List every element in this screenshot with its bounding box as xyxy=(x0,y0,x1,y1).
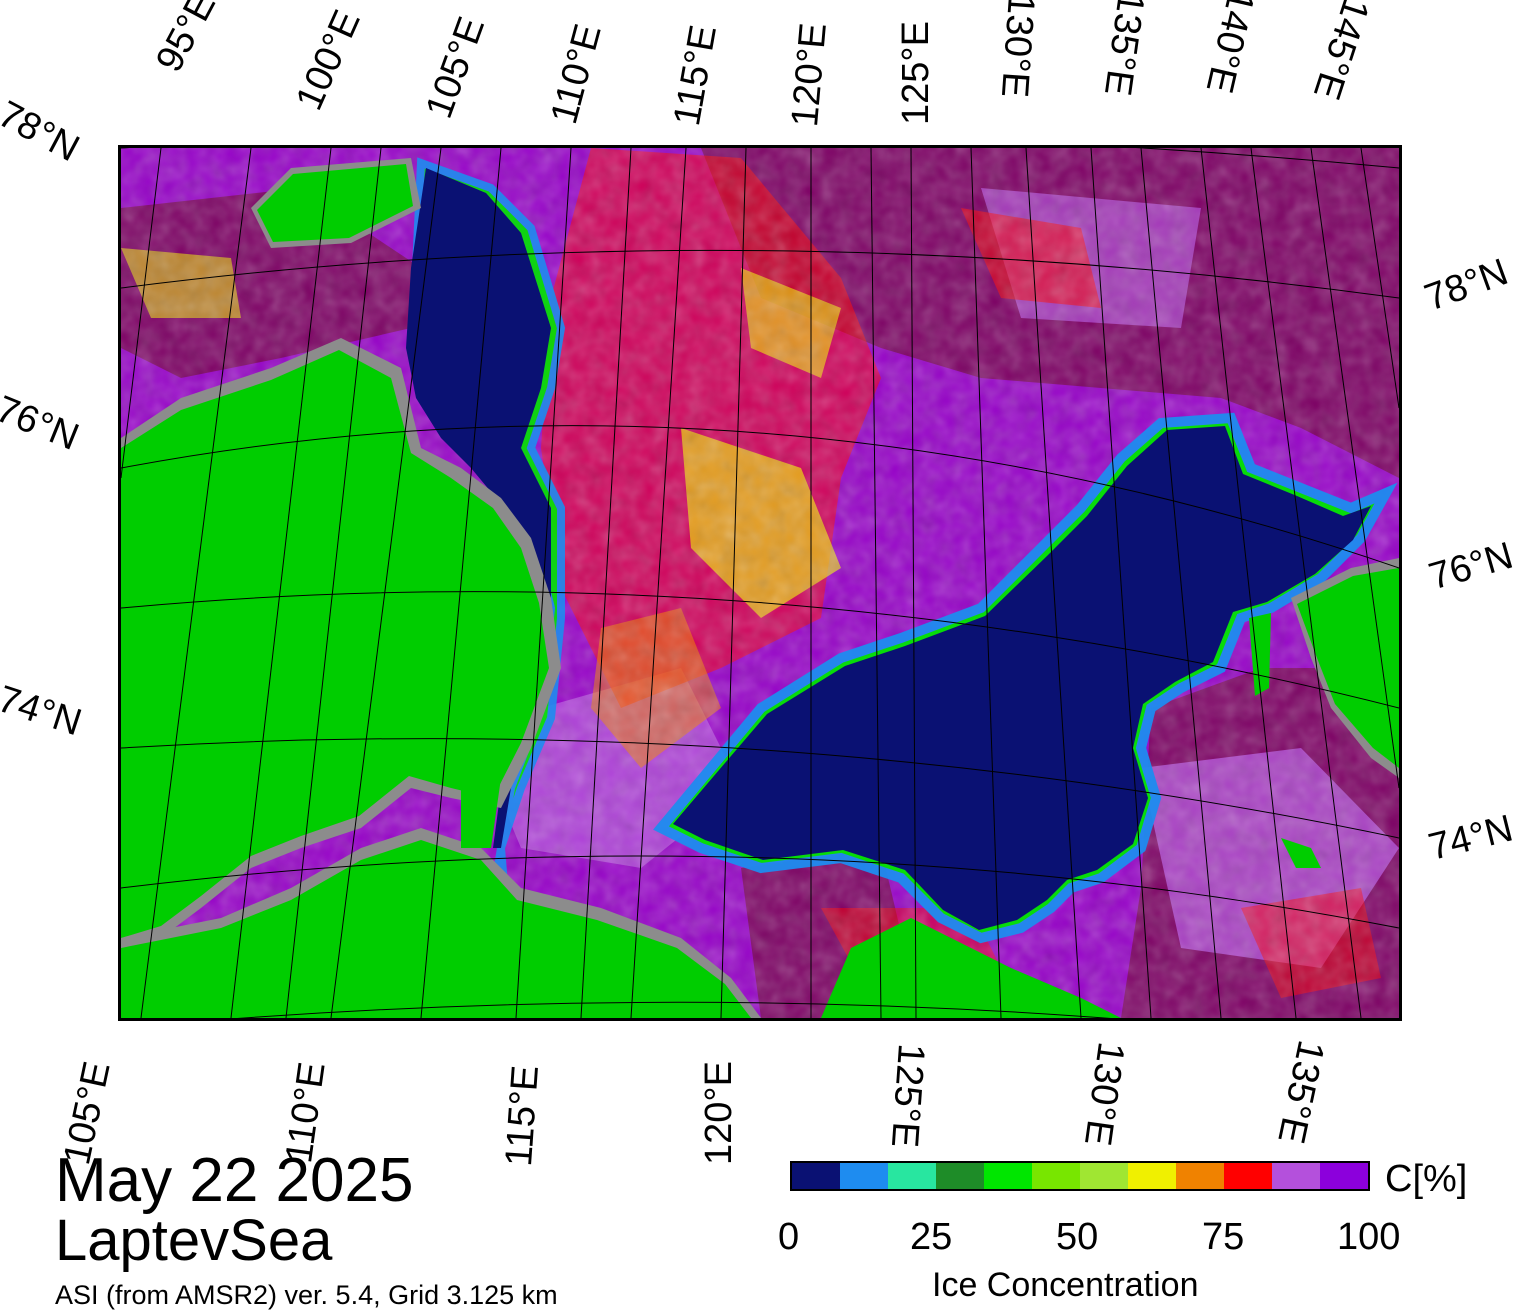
right-lat-label: 78°N xyxy=(1419,251,1514,320)
map-region: LaptevSea xyxy=(55,1208,333,1273)
polynya-east xyxy=(653,412,1398,944)
colorbar-segment xyxy=(888,1163,936,1189)
colorbar xyxy=(790,1161,1370,1191)
colorbar-tick: 0 xyxy=(778,1216,800,1258)
top-lon-label: 95°E xyxy=(148,0,225,79)
colorbar-unit: C[%] xyxy=(1385,1158,1468,1200)
colorbar-title: Ice Concentration xyxy=(932,1266,1199,1304)
top-lon-label: 140°E xyxy=(1197,0,1262,97)
left-lat-label: 74°N xyxy=(0,678,87,745)
graticule xyxy=(121,148,1399,1018)
bottom-lon-label: 115°E xyxy=(498,1063,547,1168)
data-source: ASI (from AMSR2) ver. 5.4, Grid 3.125 km xyxy=(55,1280,558,1310)
left-lat-label: 76°N xyxy=(0,388,85,459)
colorbar-segment xyxy=(1224,1163,1272,1189)
right-lat-label: 76°N xyxy=(1424,534,1518,599)
top-lon-label: 145°E xyxy=(1304,0,1377,105)
colorbar-segment xyxy=(1272,1163,1320,1189)
colorbar-segment xyxy=(1176,1163,1224,1189)
left-lat-label: 78°N xyxy=(0,93,86,171)
colorbar-segment xyxy=(984,1163,1032,1189)
colorbar-segment xyxy=(936,1163,984,1189)
bottom-lon-label: 135°E xyxy=(1269,1036,1332,1148)
colorbar-tick: 50 xyxy=(1056,1216,1099,1258)
colorbar-segment xyxy=(1128,1163,1176,1189)
top-lon-label: 100°E xyxy=(288,4,369,117)
colorbar-segment xyxy=(1320,1163,1368,1189)
right-lat-label: 74°N xyxy=(1424,807,1518,869)
top-lon-label: 115°E xyxy=(666,22,725,129)
colorbar-segment xyxy=(1080,1163,1128,1189)
colorbar-segment xyxy=(840,1163,888,1189)
bottom-lon-label: 120°E xyxy=(698,1061,740,1165)
top-lon-label: 105°E xyxy=(418,11,494,124)
bottom-lon-label: 125°E xyxy=(882,1042,932,1149)
map-canvas xyxy=(121,148,1399,1018)
bottom-lon-label: 130°E xyxy=(1075,1039,1132,1149)
colorbar-tick: 100 xyxy=(1337,1216,1401,1258)
colorbar-tick: 25 xyxy=(910,1216,953,1258)
top-lon-label: 130°E xyxy=(992,0,1042,99)
ice-concentration-map xyxy=(118,145,1402,1021)
colorbar-segment xyxy=(792,1163,840,1189)
top-lon-label: 120°E xyxy=(784,21,835,129)
colorbar-tick: 75 xyxy=(1202,1216,1245,1258)
map-date: May 22 2025 xyxy=(55,1146,414,1215)
top-lon-label: 125°E xyxy=(895,21,937,125)
top-lon-label: 135°E xyxy=(1095,0,1152,99)
colorbar-segment xyxy=(1032,1163,1080,1189)
land-masses xyxy=(121,158,1399,1018)
top-lon-label: 110°E xyxy=(543,19,610,129)
